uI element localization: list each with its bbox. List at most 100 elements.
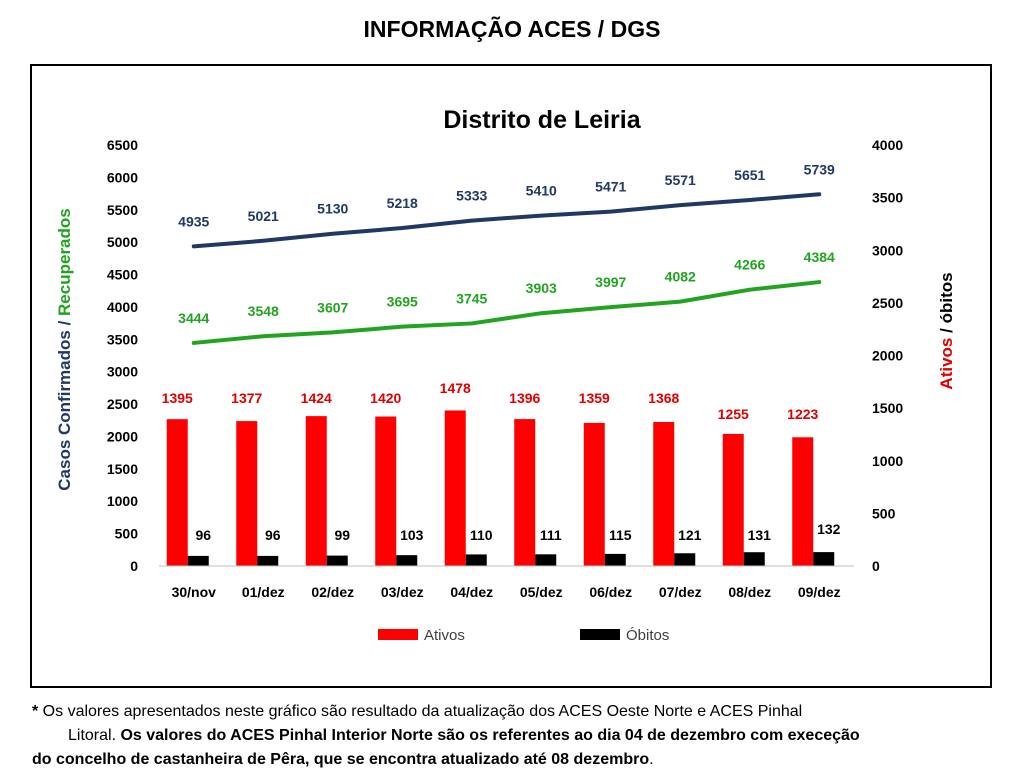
right-tick-label: 1000	[872, 453, 903, 469]
left-tick-label: 4500	[107, 267, 138, 283]
point-label-casos: 5471	[595, 179, 626, 195]
point-label-recuperados: 3444	[178, 310, 209, 326]
left-axis-label: Casos Confirmados / Recuperados	[55, 208, 74, 490]
bar-label-obitos: 110	[470, 527, 493, 543]
bar-label-ativos: 1255	[718, 406, 749, 422]
point-label-casos: 5651	[734, 167, 765, 183]
left-axis-label-part: Recuperados	[55, 208, 74, 316]
legend-label-ativos: Ativos	[424, 627, 465, 644]
point-label-recuperados: 4384	[804, 249, 835, 265]
bar-label-obitos: 115	[609, 527, 632, 543]
bar-label-ativos: 1368	[648, 390, 679, 406]
left-tick-label: 1500	[107, 461, 138, 477]
point-label-casos: 5021	[248, 208, 279, 224]
footnote-text-3a: do concelho de castanheira de Pêra, que …	[32, 751, 650, 768]
x-tick-label: 02/dez	[311, 584, 354, 600]
left-tick-label: 3500	[107, 331, 138, 347]
footnote-text-2a: Litoral.	[68, 727, 121, 744]
point-label-recuperados: 3997	[595, 274, 626, 290]
point-label-casos: 5410	[526, 183, 557, 199]
chart-svg: Distrito de Leiria 0 500 1000 1500 2000 2500 30…	[55, 106, 956, 644]
x-tick-label: 01/dez	[242, 584, 285, 600]
legend-label-obitos: Óbitos	[626, 627, 669, 644]
x-tick-label: 08/dez	[728, 584, 771, 600]
right-axis-label-part: Ativos	[937, 338, 956, 390]
left-tick-label: 4000	[107, 299, 138, 315]
bar-ativos	[305, 416, 327, 566]
footnote-text-1: Os valores apresentados neste gráfico sã…	[38, 703, 803, 720]
point-label-casos: 5739	[804, 161, 835, 177]
left-tick-label: 6000	[107, 169, 138, 185]
bar-label-obitos: 96	[195, 527, 211, 543]
line-recuperados	[191, 280, 822, 345]
bar-label-obitos: 121	[678, 527, 702, 543]
point-label-recuperados: 4266	[734, 257, 765, 273]
right-axis-label: Ativos / óbitos	[937, 272, 956, 389]
bar-ativos	[236, 421, 258, 566]
point-label-casos: 5218	[387, 195, 418, 211]
bar-label-ativos: 1424	[301, 390, 332, 406]
left-tick-label: 2000	[107, 428, 138, 444]
x-tick-label: 03/dez	[381, 584, 424, 600]
left-tick-label: 1000	[107, 493, 138, 509]
footnote-line-1: * Os valores apresentados neste gráfico …	[32, 700, 992, 724]
x-tick-label: 06/dez	[589, 584, 632, 600]
point-label-casos: 5333	[456, 188, 487, 204]
bar-ativos	[444, 410, 466, 566]
point-label-recuperados: 3607	[317, 299, 348, 315]
bar-ativos	[166, 419, 188, 566]
bar-ativos	[583, 422, 605, 566]
footnote-line-2: Litoral. Os valores do ACES Pinhal Inter…	[32, 724, 992, 748]
bar-label-obitos: 131	[748, 527, 772, 543]
point-label-recuperados: 3695	[387, 294, 418, 310]
bar-obitos	[187, 555, 209, 566]
footnote-marker: *	[32, 703, 39, 720]
header-title: INFORMAÇÃO ACES / DGS	[363, 16, 661, 42]
right-tick-label: 0	[872, 558, 880, 574]
right-tick-label: 4000	[872, 137, 903, 153]
bar-label-obitos: 96	[265, 527, 281, 543]
point-label-recuperados: 4082	[665, 269, 696, 285]
footnote: * Os valores apresentados neste gráfico …	[32, 700, 992, 772]
bar-label-obitos: 103	[400, 527, 424, 543]
bar-ativos	[375, 416, 397, 566]
bar-obitos	[743, 552, 765, 566]
bar-label-ativos: 1396	[509, 390, 540, 406]
bar-label-ativos: 1420	[370, 390, 401, 406]
left-tick-label: 3000	[107, 364, 138, 380]
legend-swatch-ativos	[378, 629, 418, 640]
left-tick-label: 5000	[107, 234, 138, 250]
x-tick-label: 30/nov	[172, 584, 217, 600]
bar-label-obitos: 132	[817, 521, 841, 537]
bar-label-ativos: 1377	[231, 390, 262, 406]
right-axis-label-part: / óbitos	[937, 272, 956, 337]
x-tick-label: 04/dez	[450, 584, 493, 600]
line-casos-confirmados	[191, 192, 822, 249]
bar-label-ativos: 1478	[440, 380, 471, 396]
bar-label-obitos: 99	[334, 527, 350, 543]
bar-obitos	[326, 555, 348, 566]
bar-ativos	[722, 433, 744, 566]
right-tick-label: 500	[872, 505, 896, 521]
point-label-recuperados: 3745	[456, 290, 487, 306]
left-tick-label: 0	[130, 558, 138, 574]
bar-ativos	[514, 419, 536, 566]
bar-obitos	[674, 553, 696, 566]
footnote-text-3b: .	[649, 751, 654, 768]
legend-swatch-obitos	[580, 629, 620, 640]
point-label-recuperados: 3548	[248, 303, 279, 319]
footnote-text-2b: Os valores do ACES Pinhal Interior Norte…	[120, 727, 860, 744]
chart-frame: Distrito de Leiria 0 500 1000 1500 2000 2500 30…	[30, 64, 992, 688]
right-tick-label: 2000	[872, 348, 903, 364]
left-tick-label: 5500	[107, 202, 138, 218]
right-tick-label: 1500	[872, 400, 903, 416]
bar-ativos	[792, 437, 814, 566]
left-axis-label-part: Casos Confirmados /	[55, 316, 74, 491]
point-label-casos: 4935	[178, 213, 209, 229]
left-tick-label: 2500	[107, 396, 138, 412]
bar-obitos	[604, 553, 626, 566]
point-label-casos: 5130	[317, 201, 348, 217]
chart-title: Distrito de Leiria	[443, 106, 641, 134]
bar-obitos	[396, 555, 418, 566]
right-tick-label: 3000	[872, 242, 903, 258]
